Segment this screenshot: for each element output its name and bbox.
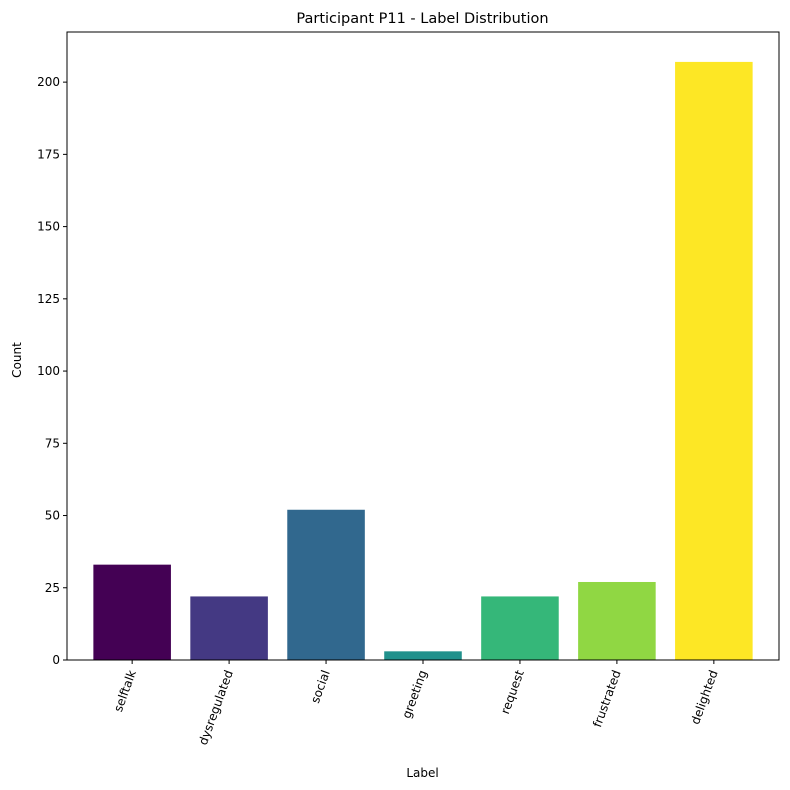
x-tick-label-social: social (308, 668, 333, 705)
y-tick-label: 125 (37, 292, 60, 306)
plot-area: 0 25 50 75 100 125 150 175 200 selftalk dysregulat… (37, 31, 780, 747)
x-tick-label-dysregulated: dysregulated (196, 668, 236, 747)
x-tick-label-frustrated: frustrated (590, 668, 624, 729)
bar-request (481, 596, 559, 660)
bar-delighted (675, 61, 753, 660)
x-tick-label-selftalk: selftalk (111, 668, 139, 714)
x-axis-label: Label (406, 766, 438, 780)
x-tick-label-greeting: greeting (399, 668, 429, 720)
bar-selftalk (93, 564, 171, 660)
axes-frame (66, 31, 780, 661)
bar-greeting (384, 651, 462, 660)
chart-title: Participant P11 - Label Distribution (296, 11, 548, 27)
y-tick-label: 50 (45, 509, 60, 523)
y-tick-label: 175 (37, 147, 60, 161)
x-tick-label-delighted: delighted (688, 668, 721, 726)
y-axis-label: Count (10, 342, 24, 378)
y-tick-label: 150 (37, 220, 60, 234)
y-tick-label: 75 (45, 436, 60, 450)
bar-social (287, 509, 365, 660)
bar-frustrated (578, 581, 656, 660)
y-tick-label: 25 (45, 581, 60, 595)
y-tick-label: 0 (52, 653, 60, 667)
y-tick-label: 100 (37, 364, 60, 378)
bar-dysregulated (190, 596, 268, 660)
y-tick-label: 200 (37, 75, 60, 89)
x-tick-label-request: request (498, 668, 527, 716)
